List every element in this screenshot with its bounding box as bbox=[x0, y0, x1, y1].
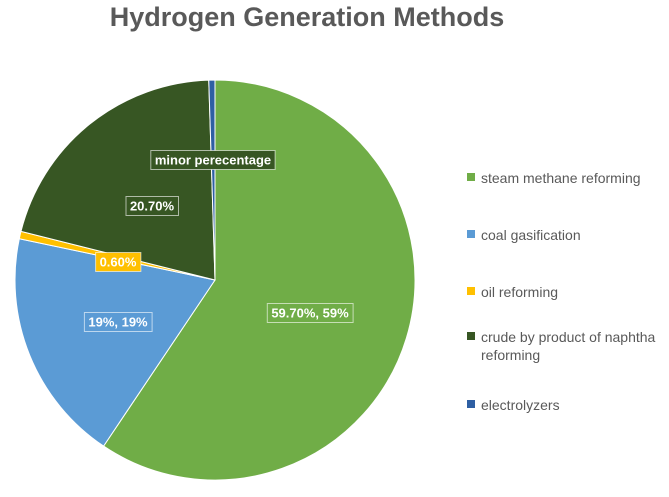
annotation-label-box bbox=[150, 150, 276, 170]
slice-electrolyzers bbox=[208, 79, 216, 281]
data-label-steam-methane-reforming: 59.70%, 59% bbox=[271, 306, 349, 321]
slice-crude-by-product-of-naphtha-reforming bbox=[20, 79, 216, 281]
data-label-oil-reforming-box bbox=[95, 252, 142, 272]
legend-item-crude-by-product-of-naphtha-reforming: crude by product of naphtha reforming bbox=[467, 328, 669, 364]
data-label-oil-reforming-group: 0.60% bbox=[95, 252, 142, 272]
data-label-oil-reforming: 0.60% bbox=[100, 255, 137, 270]
legend-item-coal-gasification: coal gasification bbox=[467, 226, 581, 244]
data-label-coal-gasification-box bbox=[83, 312, 153, 332]
data-label-crude-by-product-of-naphtha-reforming-group: 20.70% bbox=[125, 196, 179, 216]
legend-item-electrolyzers: electrolyzers bbox=[467, 396, 560, 414]
data-label-steam-methane-reforming-group: 59.70%, 59% bbox=[266, 303, 354, 323]
legend-item-oil-reforming: oil reforming bbox=[467, 283, 558, 301]
legend-swatch bbox=[467, 287, 475, 295]
legend-item-steam-methane-reforming: steam methane reforming bbox=[467, 169, 641, 187]
legend-label: electrolyzers bbox=[481, 397, 560, 413]
chart-title: Hydrogen Generation Methods bbox=[109, 2, 505, 32]
legend-label: oil reforming bbox=[481, 284, 559, 300]
slice-steam-methane-reforming bbox=[102, 79, 416, 481]
data-label-coal-gasification: 19%, 19% bbox=[88, 315, 148, 330]
slice-coal-gasification bbox=[14, 238, 216, 447]
legend-label: steam methane reforming bbox=[481, 170, 641, 186]
legend-swatch bbox=[467, 230, 475, 238]
data-label-coal-gasification-group: 19%, 19% bbox=[83, 312, 153, 332]
data-label-steam-methane-reforming-box bbox=[266, 303, 354, 323]
legend-swatch bbox=[467, 400, 475, 408]
data-label-crude-by-product-of-naphtha-reforming: 20.70% bbox=[130, 199, 175, 214]
legend-label: crude by product of naphtha reforming bbox=[481, 329, 656, 363]
annotation-label-group: minor perecentage bbox=[150, 150, 276, 170]
legend-label: coal gasification bbox=[481, 227, 581, 243]
data-label-crude-by-product-of-naphtha-reforming-box bbox=[125, 196, 179, 216]
legend-swatch bbox=[467, 332, 475, 340]
annotation-label: minor perecentage bbox=[155, 153, 271, 168]
legend-swatch bbox=[467, 173, 475, 181]
